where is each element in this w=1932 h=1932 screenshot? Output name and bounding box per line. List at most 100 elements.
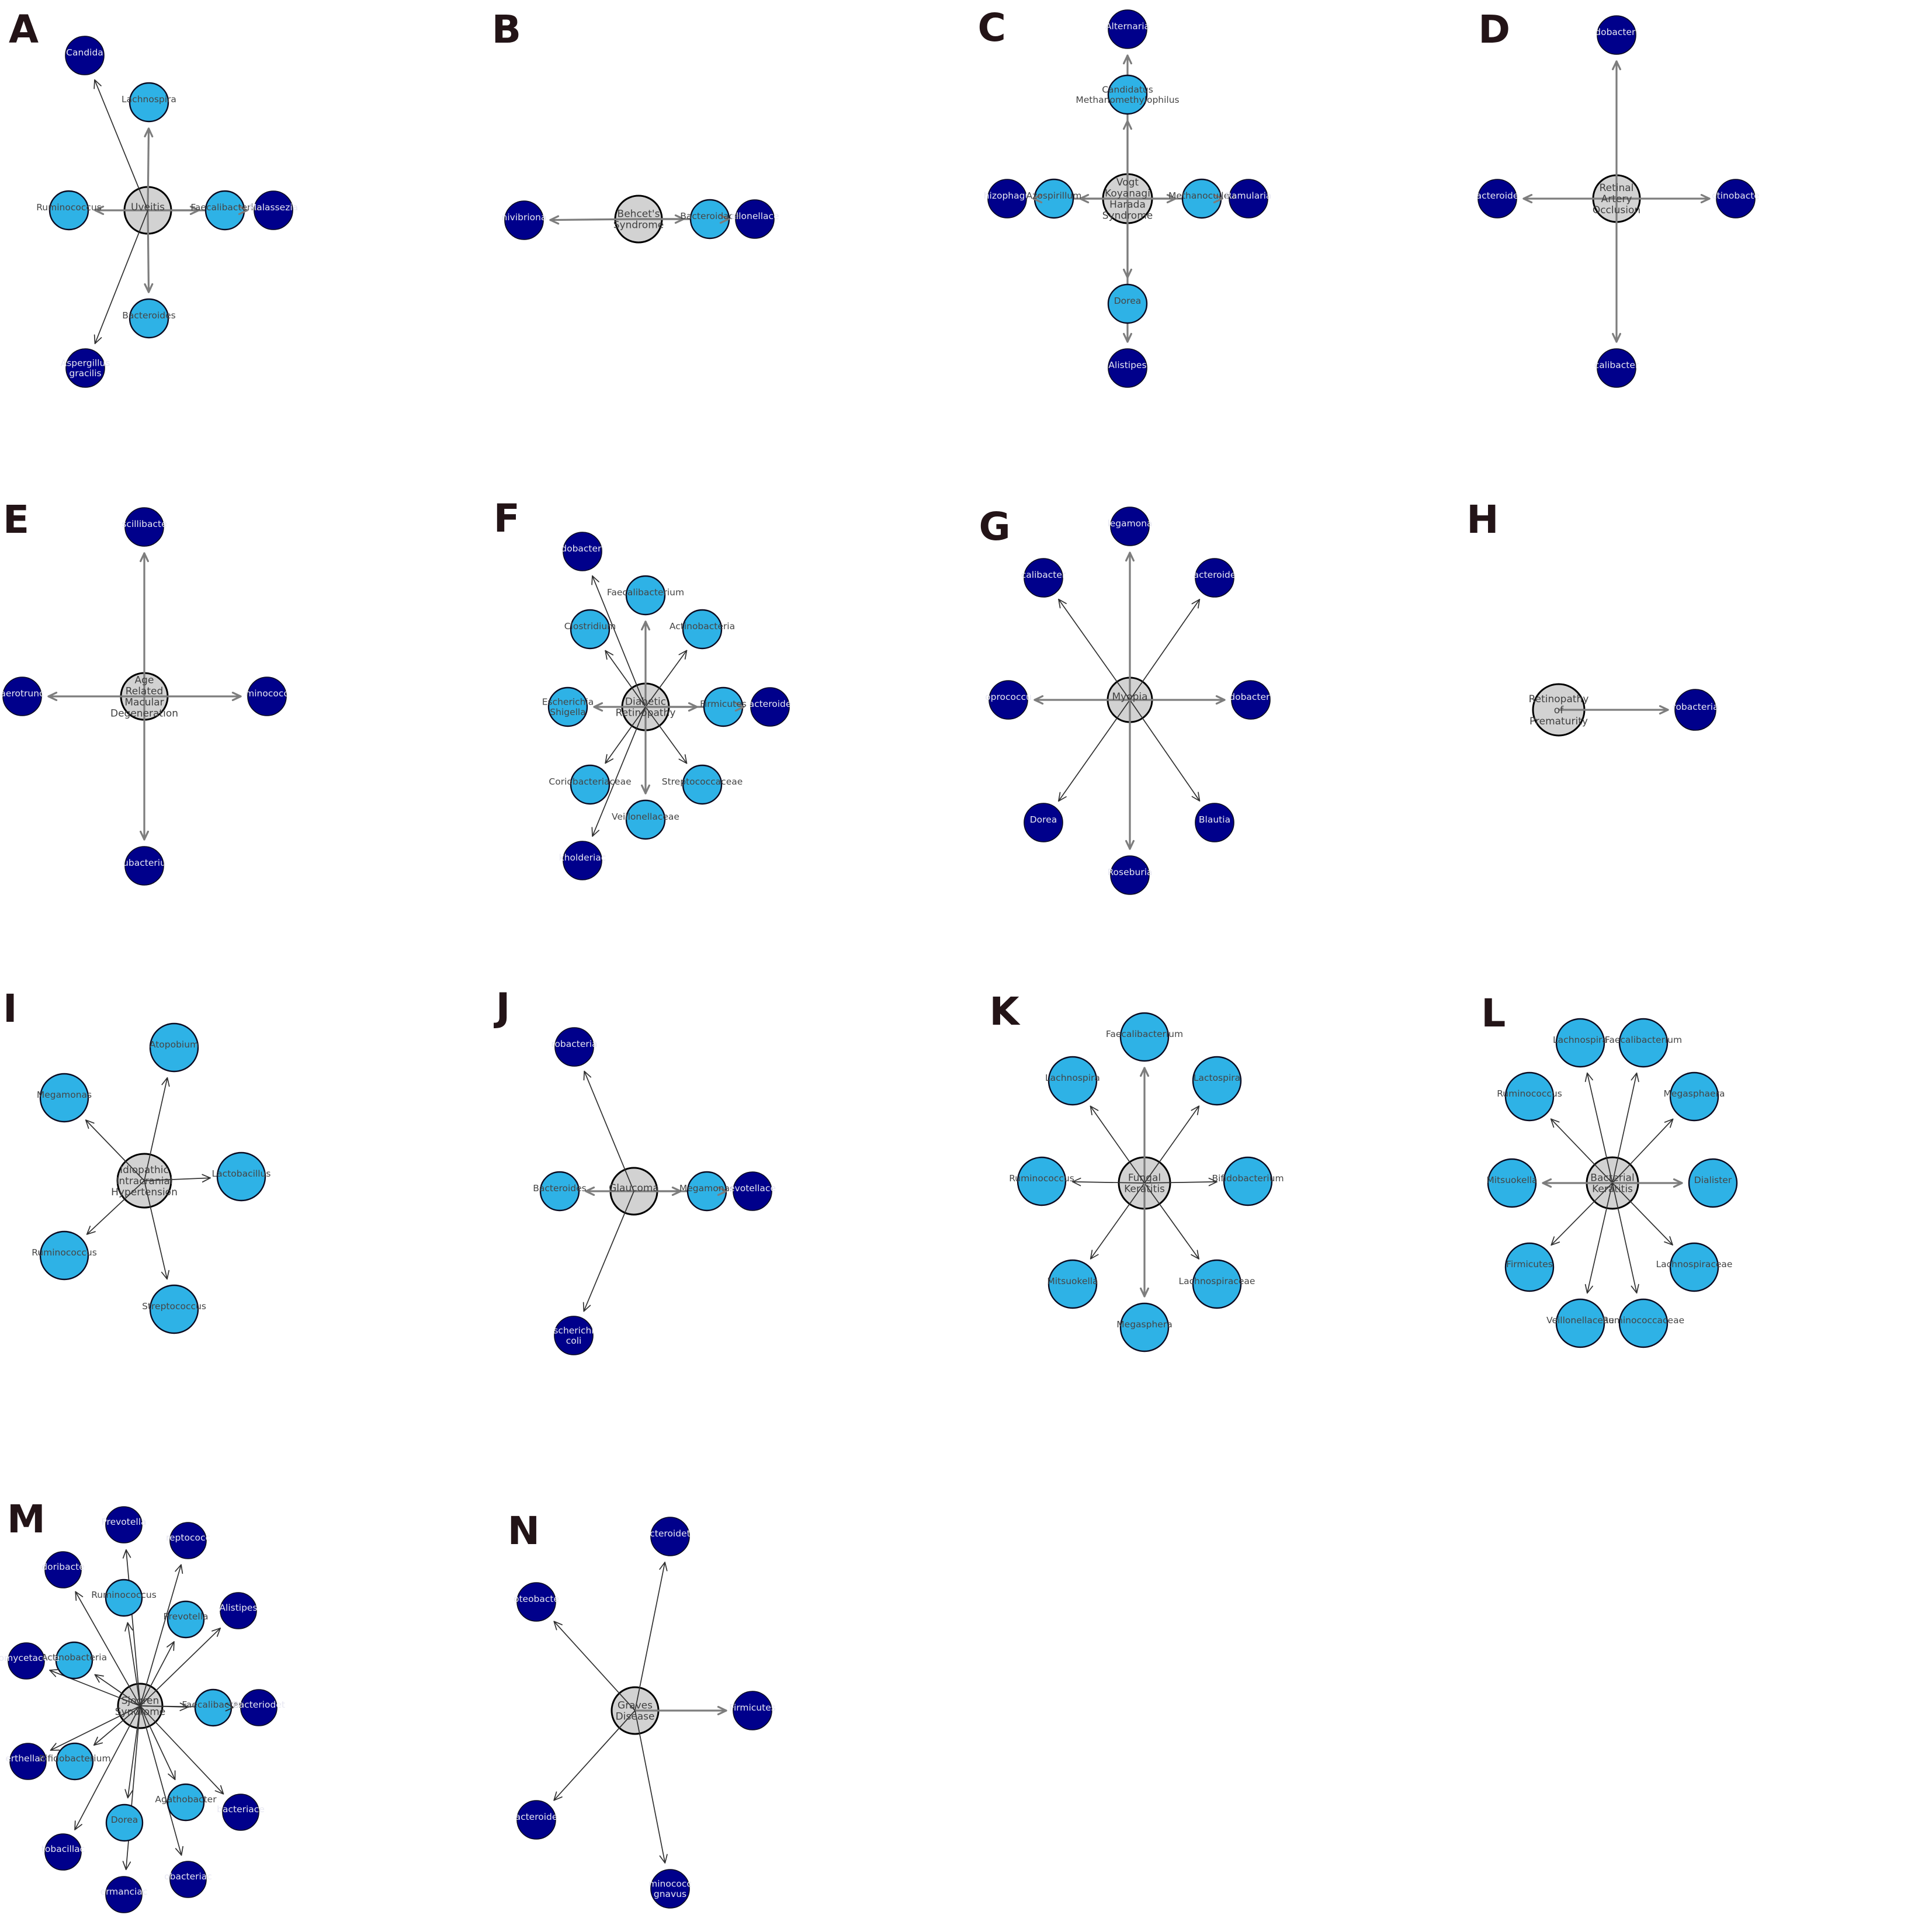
- arrowhead: [1090, 1105, 1092, 1115]
- edge: [144, 1180, 168, 1279]
- arrowhead: [1659, 709, 1669, 714]
- arrowhead: [582, 1302, 584, 1312]
- arrowhead: [147, 127, 154, 138]
- microbe-label: Dorea: [1029, 814, 1057, 825]
- edge: [1129, 599, 1200, 700]
- microbe-node: [1597, 348, 1637, 388]
- arrowhead: [1612, 332, 1618, 343]
- arrowhead: [1615, 60, 1622, 71]
- microbe-node: [129, 298, 169, 339]
- arrowhead: [1636, 1072, 1639, 1082]
- arrowhead: [1057, 598, 1060, 609]
- panel-letter-M: M: [7, 1497, 46, 1542]
- edge: [1551, 1118, 1613, 1184]
- arrowhead: [1670, 1118, 1674, 1128]
- arrowhead: [644, 620, 650, 630]
- microbe-label: acteroide: [748, 699, 791, 709]
- panel-letter-L: L: [1481, 990, 1506, 1036]
- arrowhead: [1057, 598, 1067, 604]
- microbe-label: Atopobium: [150, 1039, 199, 1050]
- disease-label: Behcet's Syndrome: [613, 208, 664, 231]
- microbe-label: Roseburia: [1107, 867, 1152, 877]
- microbe-label: Lactospira: [1193, 1073, 1240, 1083]
- microbe-label: Blautia: [1198, 814, 1230, 825]
- arrowhead: [1122, 120, 1129, 130]
- arrowhead: [167, 1077, 170, 1087]
- microbe-node: [56, 1743, 94, 1781]
- arrowhead: [585, 1186, 595, 1192]
- arrowhead: [124, 1789, 129, 1799]
- arrowhead: [1542, 1178, 1552, 1184]
- microbe-node: [504, 200, 544, 240]
- arrowhead: [591, 830, 599, 837]
- microbe-label: Malassezia: [249, 202, 298, 213]
- arrowhead: [122, 1861, 127, 1871]
- edge: [1587, 1072, 1614, 1183]
- microbe-label: Actinobacteria: [670, 621, 735, 632]
- edge: [75, 1591, 141, 1706]
- microbe-label: Lachnospira: [122, 94, 176, 105]
- disease-label: Sjogren Syndrome: [115, 1695, 165, 1718]
- arrowhead: [189, 209, 200, 215]
- panel-E-graph: scillibacte aerotrunc minococc ubacteriu Age…: [0, 507, 289, 886]
- arrowhead: [47, 695, 58, 701]
- edge: [74, 1705, 141, 1830]
- microbe-label: Bifidobacterium: [1212, 1173, 1284, 1184]
- microbe-node: [1194, 557, 1234, 598]
- arrowhead: [140, 830, 145, 841]
- edge: [634, 1562, 665, 1711]
- edge: [50, 1705, 141, 1751]
- arrowhead: [719, 214, 730, 220]
- arrowhead: [1196, 1249, 1199, 1260]
- microbe-label: Bacteroidace: [680, 211, 739, 221]
- arrowhead: [674, 214, 685, 220]
- arrowhead: [1143, 1287, 1149, 1298]
- microbe-node: [1597, 15, 1637, 55]
- microbe-node: [240, 1689, 278, 1727]
- microbe-node: [1109, 855, 1150, 895]
- microbe-node: [1223, 1156, 1272, 1206]
- disease-label: Retinal Artery Occlusion: [1593, 182, 1640, 216]
- panel-letter-N: N: [507, 1508, 540, 1554]
- arrowhead: [1126, 268, 1132, 279]
- panel-L: L Lachnospira Faecalibacterium Ruminococcus…: [1449, 966, 1932, 1449]
- arrowhead: [1664, 1118, 1674, 1123]
- microbe-label: Lactobacillus: [212, 1168, 271, 1179]
- arrowhead: [1551, 1241, 1560, 1246]
- arrowhead: [678, 650, 688, 655]
- microbe-label: Bacteroides: [122, 310, 176, 321]
- microbe-node: [105, 1876, 143, 1914]
- microbe-node: [220, 1592, 257, 1630]
- arrowhead: [1078, 194, 1089, 200]
- microbe-label: Aspergillus gracilis: [61, 358, 110, 379]
- arrowhead: [144, 283, 150, 293]
- panel-D-graph: dobacteri acteroide ctinobacte calibacter Re…: [1476, 15, 1760, 388]
- microbe-label: Lachnospiraceae: [1178, 1276, 1255, 1286]
- arrowhead: [678, 758, 688, 764]
- arrowhead: [1587, 1072, 1594, 1080]
- microbe-label: Faecalibacterium: [1605, 1035, 1682, 1045]
- microbe-label: evotellace: [729, 1183, 776, 1194]
- microbe-label: calibacter: [1594, 360, 1639, 370]
- microbe-label: Mitsuokella: [1047, 1276, 1098, 1286]
- microbe-node: [516, 1800, 556, 1840]
- microbe-label: Coriobacteriaceae: [549, 776, 631, 787]
- arrowhead: [238, 209, 248, 215]
- edge: [140, 1641, 175, 1706]
- microbe-node: [105, 1506, 143, 1544]
- arrowhead: [86, 1225, 91, 1235]
- microbe-node: [1556, 1298, 1605, 1348]
- arrowhead: [1673, 1178, 1683, 1184]
- arrowhead: [1213, 197, 1223, 203]
- microbe-node: [1023, 802, 1063, 842]
- arrowhead: [168, 1773, 176, 1781]
- arrowhead: [1215, 699, 1226, 705]
- microbe-node: [1716, 179, 1756, 218]
- microbe-label: Ruminococcus: [36, 202, 102, 213]
- microbe-node: [1477, 179, 1518, 218]
- arrowhead: [47, 691, 58, 698]
- microbe-node: [1619, 1298, 1669, 1348]
- arrowhead: [126, 1549, 131, 1558]
- microbe-node: [167, 1601, 205, 1639]
